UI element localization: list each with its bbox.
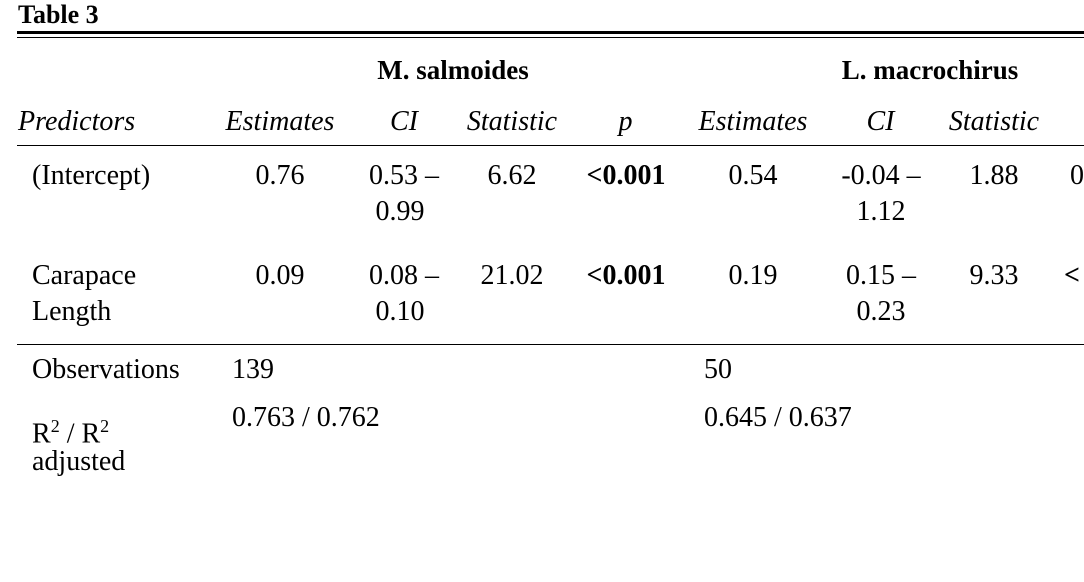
r2-g1: 0.763 / 0.762 — [232, 402, 380, 433]
column-header-statistic-1: Statistic — [466, 106, 558, 137]
row-1-p-1: <0.001 — [586, 160, 666, 191]
row-1-statistic-1: 6.62 — [487, 160, 537, 191]
column-header-ci-2: CI — [866, 106, 895, 137]
group-header-m-salmoides: M. salmoides — [377, 55, 529, 85]
top-rule-thin — [17, 37, 1084, 38]
row-2-ci-1-line1: 0.08 – — [369, 260, 439, 291]
row-2-predictor-line2: Length — [32, 296, 112, 327]
observations-label: Observations — [32, 354, 180, 385]
row-1-estimate-1: 0.76 — [255, 160, 305, 191]
r2-label-sep: / R — [59, 418, 101, 450]
row-1-ci-1-line2: 0.99 — [375, 196, 425, 227]
row-1-p-2-clipped: 0 — [1070, 160, 1084, 191]
row-2-ci-2-line1: 0.15 – — [846, 260, 916, 291]
header-rule — [17, 145, 1084, 146]
r2-label-line1: R2 / R2 — [32, 408, 109, 452]
r2-label-sup-2: 2 — [100, 416, 110, 436]
column-header-p-1: p — [618, 106, 633, 137]
r2-label-line2: adjusted — [32, 446, 126, 477]
row-2-ci-1-line2: 0.10 — [375, 296, 425, 327]
row-2-p-2-clipped: < — [1064, 260, 1080, 291]
r2-g2: 0.645 / 0.637 — [704, 402, 852, 433]
row-1-ci-2-line2: 1.12 — [856, 196, 906, 227]
top-rule-thick — [17, 31, 1084, 34]
column-header-statistic-2: Statistic — [948, 106, 1040, 137]
column-header-estimates-2: Estimates — [698, 106, 808, 137]
row-1-predictor: (Intercept) — [32, 160, 151, 191]
row-2-estimate-1: 0.09 — [255, 260, 305, 291]
column-header-ci-1: CI — [390, 106, 418, 137]
row-2-statistic-1: 21.02 — [480, 260, 544, 291]
body-rule — [17, 344, 1084, 345]
r2-label-sup: 2 — [50, 416, 60, 436]
observations-g2: 50 — [704, 354, 732, 385]
row-2-statistic-2: 9.33 — [969, 260, 1019, 291]
row-2-estimate-2: 0.19 — [728, 260, 778, 291]
row-1-ci-1-line1: 0.53 – — [369, 160, 439, 191]
column-header-predictors: Predictors — [18, 106, 136, 137]
row-2-ci-2-line2: 0.23 — [856, 296, 906, 327]
r2-label-r: R — [32, 418, 51, 450]
column-header-estimates-1: Estimates — [225, 106, 335, 137]
observations-g1: 139 — [232, 354, 274, 385]
table-title: Table 3 — [18, 0, 99, 29]
row-1-statistic-2: 1.88 — [969, 160, 1019, 191]
row-2-p-1: <0.001 — [586, 260, 666, 291]
row-2-predictor-line1: Carapace — [32, 260, 137, 291]
row-1-estimate-2: 0.54 — [728, 160, 778, 191]
group-header-l-macrochirus: L. macrochirus — [841, 55, 1019, 85]
row-1-ci-2-line1: -0.04 – — [841, 160, 921, 191]
